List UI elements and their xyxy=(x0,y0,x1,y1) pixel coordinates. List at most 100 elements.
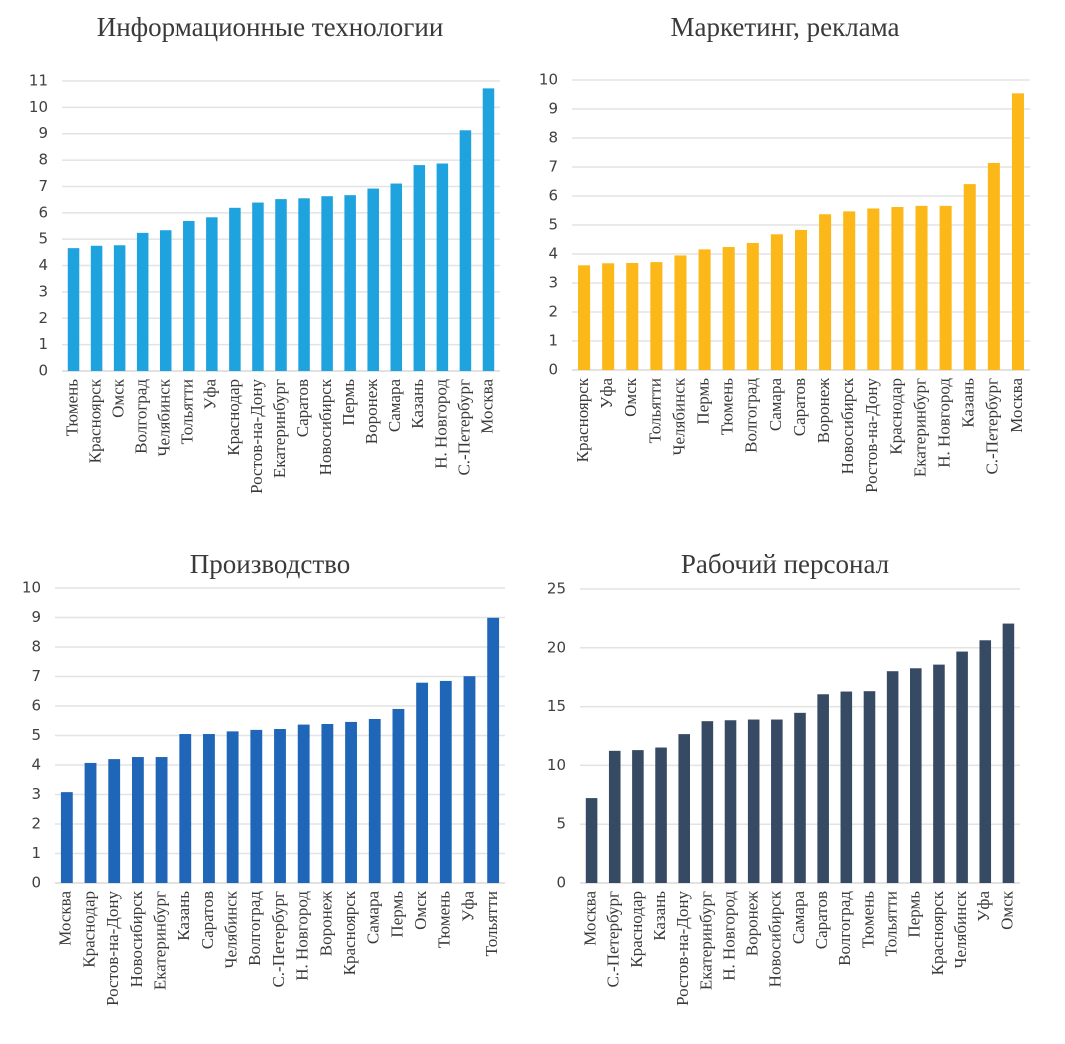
x-tick-label: Тюмень xyxy=(718,378,737,435)
y-tick-label: 11 xyxy=(29,72,48,90)
bar xyxy=(203,734,215,883)
x-tick-label: Казань xyxy=(959,378,978,428)
bar xyxy=(345,721,357,883)
x-tick-label: Тольятти xyxy=(882,891,901,956)
y-tick-label: 0 xyxy=(31,874,41,892)
x-tick-label: С.-Петербург xyxy=(983,378,1002,475)
bar xyxy=(585,798,598,883)
x-tick-label: Челябинск xyxy=(669,377,688,455)
y-tick-label: 0 xyxy=(556,874,566,892)
y-tick-label: 6 xyxy=(548,187,558,205)
bar xyxy=(436,163,449,371)
x-tick-label: Тольятти xyxy=(178,379,197,444)
bar xyxy=(487,617,500,883)
chart-svg-it: Информационные технологии 0 1 2 3 4 5 6 7 8 9 10 11 Т… xyxy=(29,12,500,494)
x-tick-label: Пермь xyxy=(693,378,712,425)
bar xyxy=(963,184,976,370)
x-tick-label: Омск xyxy=(621,377,640,417)
x-tick-label: Краснодар xyxy=(627,891,646,968)
bar xyxy=(84,762,97,883)
bar xyxy=(136,232,149,371)
x-tick-label: Москва xyxy=(1007,378,1026,433)
chart-title: Рабочий персонал xyxy=(681,549,889,579)
x-tick-label: Новосибирск xyxy=(127,890,146,987)
bar xyxy=(226,731,239,883)
y-tick-label: 5 xyxy=(548,216,558,234)
bar xyxy=(886,671,899,883)
bar xyxy=(747,719,760,883)
chart-marketing: Маркетинг, реклама 0 1 2 3 4 5 6 7 8 9 10 Красноярск… xyxy=(530,0,1065,520)
bar xyxy=(724,720,737,883)
x-tick-label: Тюмень xyxy=(858,891,877,948)
y-tick-label: 20 xyxy=(547,638,566,656)
bar xyxy=(1002,623,1015,883)
x-tick-label: Екатеринбург xyxy=(910,378,929,477)
bar xyxy=(794,712,806,883)
bar xyxy=(413,165,426,371)
bar xyxy=(602,263,615,370)
x-tick-label: Краснодар xyxy=(224,379,243,456)
x-tick-label: Саратов xyxy=(812,891,831,949)
chart-it: Информационные технологии 0 1 2 3 4 5 6 7 8 9 10 11 Т… xyxy=(0,0,530,520)
bar xyxy=(915,205,928,370)
y-tick-label: 5 xyxy=(556,815,566,833)
bar xyxy=(771,719,783,883)
y-tick-label: 9 xyxy=(31,608,41,626)
x-tick-label: Омск xyxy=(997,890,1016,930)
bar xyxy=(60,792,73,883)
x-tick-label: Казань xyxy=(408,379,427,429)
x-tick-label: Москва xyxy=(56,891,75,946)
bar xyxy=(819,214,832,370)
y-tick-label: 9 xyxy=(38,124,48,142)
bar xyxy=(722,247,735,370)
y-tick-label: 10 xyxy=(547,756,566,774)
bar xyxy=(698,249,711,370)
y-tick-label: 9 xyxy=(548,100,558,118)
y-tick-label: 6 xyxy=(38,203,48,221)
x-tick-label: Казань xyxy=(650,891,669,941)
bar xyxy=(678,734,690,883)
x-tick-label: С.-Петербург xyxy=(454,379,473,476)
x-tick-label: Тольятти xyxy=(482,891,501,956)
bar xyxy=(863,691,876,883)
bar xyxy=(840,691,853,883)
bar xyxy=(183,220,195,371)
x-tick-label: Тюмень xyxy=(62,379,81,436)
x-tick-label: Воронеж xyxy=(316,891,335,956)
x-tick-label: Самара xyxy=(766,378,785,432)
bar xyxy=(956,651,968,883)
bar xyxy=(439,680,452,883)
chart-workers: Рабочий персонал 0 5 10 15 20 25 Москва С.-Петер… xyxy=(530,530,1065,1044)
chart-title: Информационные технологии xyxy=(97,12,444,42)
bar xyxy=(321,196,333,371)
x-tick-label: Саратов xyxy=(790,378,809,436)
y-tick-label: 7 xyxy=(31,667,41,685)
y-tick-label: 25 xyxy=(547,580,566,598)
bar xyxy=(229,207,241,371)
y-tick-label: 0 xyxy=(38,362,48,380)
bar xyxy=(578,265,591,370)
y-tick-label: 7 xyxy=(38,177,48,195)
x-tick-label: Краснодар xyxy=(886,378,905,455)
x-tick-label: Ростов-на-Дону xyxy=(247,379,266,494)
x-tick-label: Челябинск xyxy=(951,890,970,968)
y-tick-label: 1 xyxy=(38,335,48,353)
x-tick-label: Уфа xyxy=(597,378,616,409)
x-tick-label: Уфа xyxy=(458,891,477,922)
x-tick-label: Самара xyxy=(385,379,404,433)
bar xyxy=(632,750,644,883)
y-tick-label: 10 xyxy=(29,98,48,116)
bar xyxy=(250,729,263,883)
x-tick-label: Н. Новгород xyxy=(431,379,450,469)
x-tick-label: Пермь xyxy=(905,891,924,938)
bar xyxy=(67,248,80,371)
bar xyxy=(113,245,126,371)
bar xyxy=(817,694,829,883)
bar xyxy=(274,729,286,883)
bar xyxy=(979,640,992,883)
bar xyxy=(416,682,429,883)
y-tick-label: 0 xyxy=(548,361,558,379)
bar xyxy=(482,88,495,371)
y-tick-label: 4 xyxy=(38,256,48,274)
x-tick-label: Пермь xyxy=(387,891,406,938)
